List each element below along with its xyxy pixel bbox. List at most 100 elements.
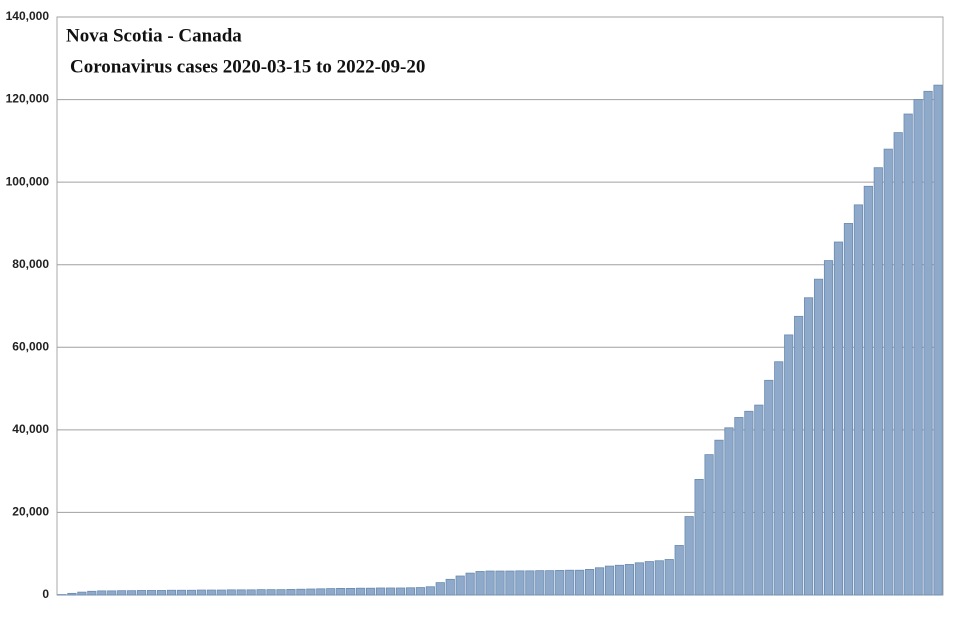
bar	[206, 589, 216, 596]
bar	[97, 590, 107, 596]
bar	[455, 575, 465, 596]
bar	[823, 260, 834, 596]
y-tick-label: 140,000	[6, 9, 50, 23]
bar	[326, 588, 336, 596]
bar	[634, 562, 644, 596]
bar	[495, 570, 505, 596]
bar	[804, 297, 814, 596]
bar	[704, 454, 714, 596]
bar	[336, 587, 346, 596]
bar	[166, 589, 177, 596]
bar	[266, 589, 276, 596]
bar	[366, 587, 376, 596]
bar	[873, 167, 883, 596]
bar	[146, 590, 157, 596]
y-tick-label: 120,000	[6, 92, 50, 106]
bar	[923, 90, 933, 596]
y-tick-label: 20,000	[12, 505, 49, 519]
bar	[356, 587, 366, 596]
bar	[286, 589, 296, 596]
bar	[346, 587, 356, 596]
bar	[236, 589, 246, 596]
bar	[306, 588, 316, 596]
bar	[77, 591, 87, 596]
bar	[853, 204, 863, 596]
bar	[216, 589, 226, 596]
y-tick-label: 0	[42, 587, 49, 601]
bar	[515, 570, 525, 596]
bar	[784, 334, 794, 596]
bar	[664, 559, 674, 596]
bar	[833, 241, 844, 596]
bar	[475, 571, 485, 596]
bar	[226, 589, 236, 596]
y-tick-label: 40,000	[12, 422, 49, 436]
bar	[734, 417, 744, 596]
bar	[774, 361, 784, 596]
chart-subtitle: Coronavirus cases 2020-03-15 to 2022-09-…	[70, 56, 425, 77]
y-tick-label: 80,000	[12, 257, 49, 271]
bar	[794, 315, 804, 596]
bar	[405, 587, 415, 596]
bar	[316, 588, 326, 596]
bar	[654, 560, 664, 596]
bar	[127, 590, 137, 596]
bar	[296, 588, 306, 596]
bar	[933, 84, 943, 596]
bar	[445, 578, 455, 596]
bar	[893, 132, 903, 596]
bar	[465, 572, 475, 596]
bar	[604, 565, 615, 596]
bar	[107, 590, 117, 596]
bar	[863, 185, 873, 596]
bar	[156, 590, 167, 596]
bars	[57, 84, 943, 596]
bar	[764, 379, 774, 596]
bar	[425, 586, 435, 596]
bar	[565, 569, 575, 596]
bar	[186, 589, 196, 596]
bar	[644, 561, 654, 596]
y-tick-label: 60,000	[12, 339, 49, 353]
chart-title: Nova Scotia - Canada	[66, 25, 242, 46]
bar	[674, 545, 684, 596]
bar	[415, 587, 425, 596]
bar	[813, 278, 824, 596]
bar	[575, 569, 585, 596]
bar	[903, 113, 913, 596]
bar	[555, 570, 565, 596]
bar	[843, 223, 854, 596]
bar	[385, 587, 396, 596]
bar	[435, 582, 445, 596]
bar	[724, 427, 734, 596]
bar	[525, 570, 535, 596]
bar	[694, 478, 704, 596]
y-tick-label: 100,000	[6, 174, 50, 188]
bar	[505, 570, 515, 596]
bar	[744, 410, 754, 596]
bar	[137, 590, 147, 596]
bar	[624, 564, 634, 596]
bar	[594, 567, 605, 596]
bar	[545, 570, 555, 596]
bar	[614, 564, 625, 596]
bar	[256, 589, 266, 596]
bar	[684, 516, 694, 596]
bar	[67, 592, 77, 596]
bar	[395, 587, 406, 596]
bar	[754, 404, 764, 596]
bar	[176, 589, 187, 596]
bar	[913, 99, 923, 596]
bar	[485, 570, 495, 596]
bar	[196, 589, 206, 596]
bar	[276, 589, 286, 596]
bar	[535, 570, 545, 596]
bar	[246, 589, 256, 596]
bar	[585, 569, 595, 596]
bar	[117, 590, 127, 596]
bar	[87, 590, 97, 596]
bar	[714, 439, 724, 596]
bar	[883, 148, 893, 596]
